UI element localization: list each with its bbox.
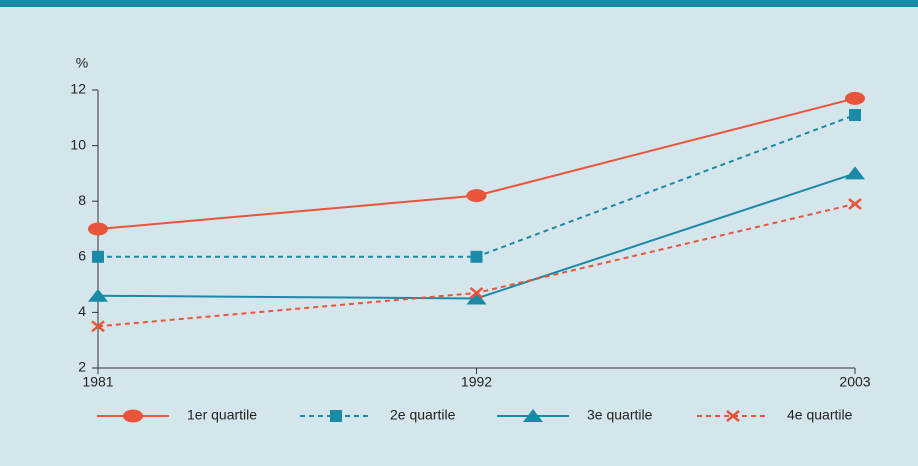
marker xyxy=(469,286,484,299)
legend-label: 4e quartile xyxy=(787,407,853,423)
y-tick-label: 4 xyxy=(78,303,86,319)
y-axis-label: % xyxy=(76,55,88,71)
marker xyxy=(523,409,543,422)
top-bar xyxy=(0,0,918,7)
marker xyxy=(92,250,104,263)
x-tick-label: 1992 xyxy=(461,374,492,390)
y-tick-label: 12 xyxy=(70,81,86,97)
marker xyxy=(470,250,483,263)
legend-label: 1er quartile xyxy=(187,407,257,423)
y-tick-label: 2 xyxy=(78,359,86,375)
y-tick-label: 6 xyxy=(78,248,86,264)
marker xyxy=(330,410,342,422)
marker xyxy=(466,291,487,305)
marker xyxy=(91,320,105,333)
legend-label: 3e quartile xyxy=(587,407,653,423)
legend-label: 2e quartile xyxy=(390,407,456,423)
y-tick-label: 10 xyxy=(70,136,86,152)
marker xyxy=(123,409,143,423)
marker xyxy=(726,410,740,422)
marker xyxy=(88,222,108,236)
marker xyxy=(849,109,861,122)
marker xyxy=(848,198,862,210)
marker xyxy=(466,189,487,203)
marker xyxy=(845,166,865,180)
marker xyxy=(845,91,865,105)
x-tick-label: 2003 xyxy=(839,374,870,390)
marker xyxy=(88,288,108,302)
y-tick-label: 8 xyxy=(78,192,86,208)
x-tick-label: 1981 xyxy=(82,374,113,390)
